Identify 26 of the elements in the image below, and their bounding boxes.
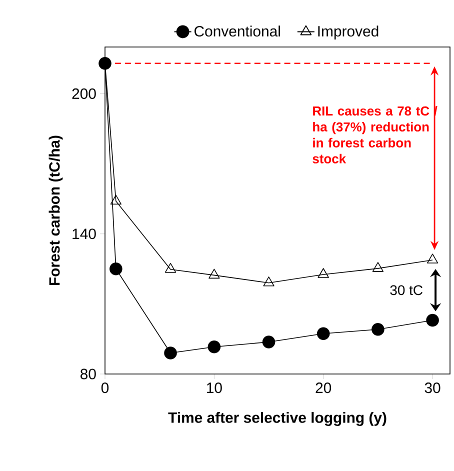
point xyxy=(110,194,122,205)
y-tick-label: 200 xyxy=(72,88,96,99)
point xyxy=(316,327,330,340)
point xyxy=(164,346,177,360)
x-tick-label: 20 xyxy=(316,382,332,394)
x-tick-label: 0 xyxy=(101,382,109,394)
annotation: 30 tC xyxy=(390,285,422,296)
point xyxy=(164,262,176,273)
legend-label: Conventional xyxy=(194,26,280,37)
y-tick-label: 80 xyxy=(80,368,96,380)
point xyxy=(372,322,384,336)
point xyxy=(372,262,384,272)
x-tick-label: 10 xyxy=(207,382,222,394)
point xyxy=(263,276,274,286)
point xyxy=(110,262,122,276)
x-tick-label: 30 xyxy=(424,382,440,394)
point xyxy=(318,268,329,278)
point xyxy=(208,268,220,279)
point xyxy=(426,314,439,327)
y-tick-label: 140 xyxy=(72,228,96,240)
y-axis-title: Forest carbon (tC/ha) xyxy=(48,136,63,286)
point xyxy=(208,340,221,354)
legend-label: Improved xyxy=(318,26,378,40)
x-axis-title: Time after selective logging (y) xyxy=(168,412,386,426)
point xyxy=(262,336,276,348)
point xyxy=(426,254,438,264)
